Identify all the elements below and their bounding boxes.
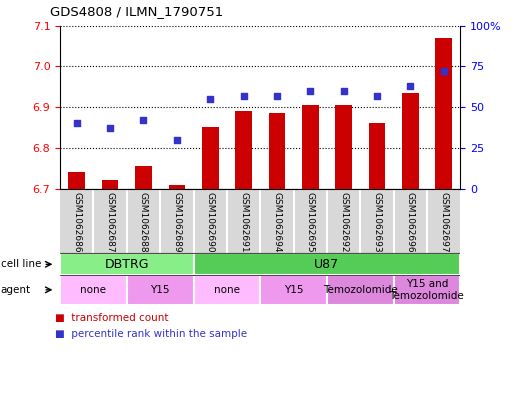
Text: GSM1062693: GSM1062693 [372,192,381,253]
Text: GSM1062687: GSM1062687 [106,192,115,253]
Text: none: none [214,285,240,295]
Bar [235,111,252,189]
Point [106,125,115,131]
Bar [202,127,219,189]
Text: ■  transformed count: ■ transformed count [55,313,168,323]
Text: Y15: Y15 [284,285,303,295]
Text: Y15: Y15 [151,285,170,295]
Text: DBTRG: DBTRG [105,258,149,271]
Text: GSM1062696: GSM1062696 [406,192,415,253]
Text: GSM1062691: GSM1062691 [239,192,248,253]
Text: ■  percentile rank within the sample: ■ percentile rank within the sample [55,329,247,339]
Text: GSM1062697: GSM1062697 [439,192,448,253]
Text: agent: agent [1,285,31,295]
Bar [168,185,185,189]
Text: none: none [81,285,107,295]
Bar [369,123,385,189]
Bar [60,275,127,305]
Text: GSM1062689: GSM1062689 [173,192,181,253]
Text: GSM1062686: GSM1062686 [72,192,81,253]
Text: GSM1062690: GSM1062690 [206,192,214,253]
Bar [394,275,460,305]
Text: Y15 and
Temozolomide: Y15 and Temozolomide [390,279,464,301]
Bar [127,275,194,305]
Point [406,83,414,89]
Bar [435,38,452,189]
Point [206,96,214,102]
Bar [260,275,327,305]
Text: GDS4808 / ILMN_1790751: GDS4808 / ILMN_1790751 [50,5,223,18]
Text: U87: U87 [314,258,339,271]
Text: GSM1062688: GSM1062688 [139,192,148,253]
Point [139,117,147,123]
Bar [327,275,393,305]
Bar [69,173,85,189]
Bar [194,275,260,305]
Bar [135,166,152,189]
Bar [194,253,460,275]
Point [373,92,381,99]
Point [240,92,248,99]
Bar [335,105,352,189]
Text: cell line: cell line [1,259,41,269]
Bar [302,105,319,189]
Bar [268,113,285,189]
Point [306,88,314,94]
Point [73,120,81,127]
Point [439,68,448,74]
Point [173,136,181,143]
Text: GSM1062692: GSM1062692 [339,192,348,252]
Point [272,92,281,99]
Text: GSM1062694: GSM1062694 [272,192,281,252]
Bar [102,180,119,189]
Point [339,88,348,94]
Bar [402,93,418,189]
Text: GSM1062695: GSM1062695 [306,192,315,253]
Bar [60,253,194,275]
Text: Temozolomide: Temozolomide [323,285,397,295]
